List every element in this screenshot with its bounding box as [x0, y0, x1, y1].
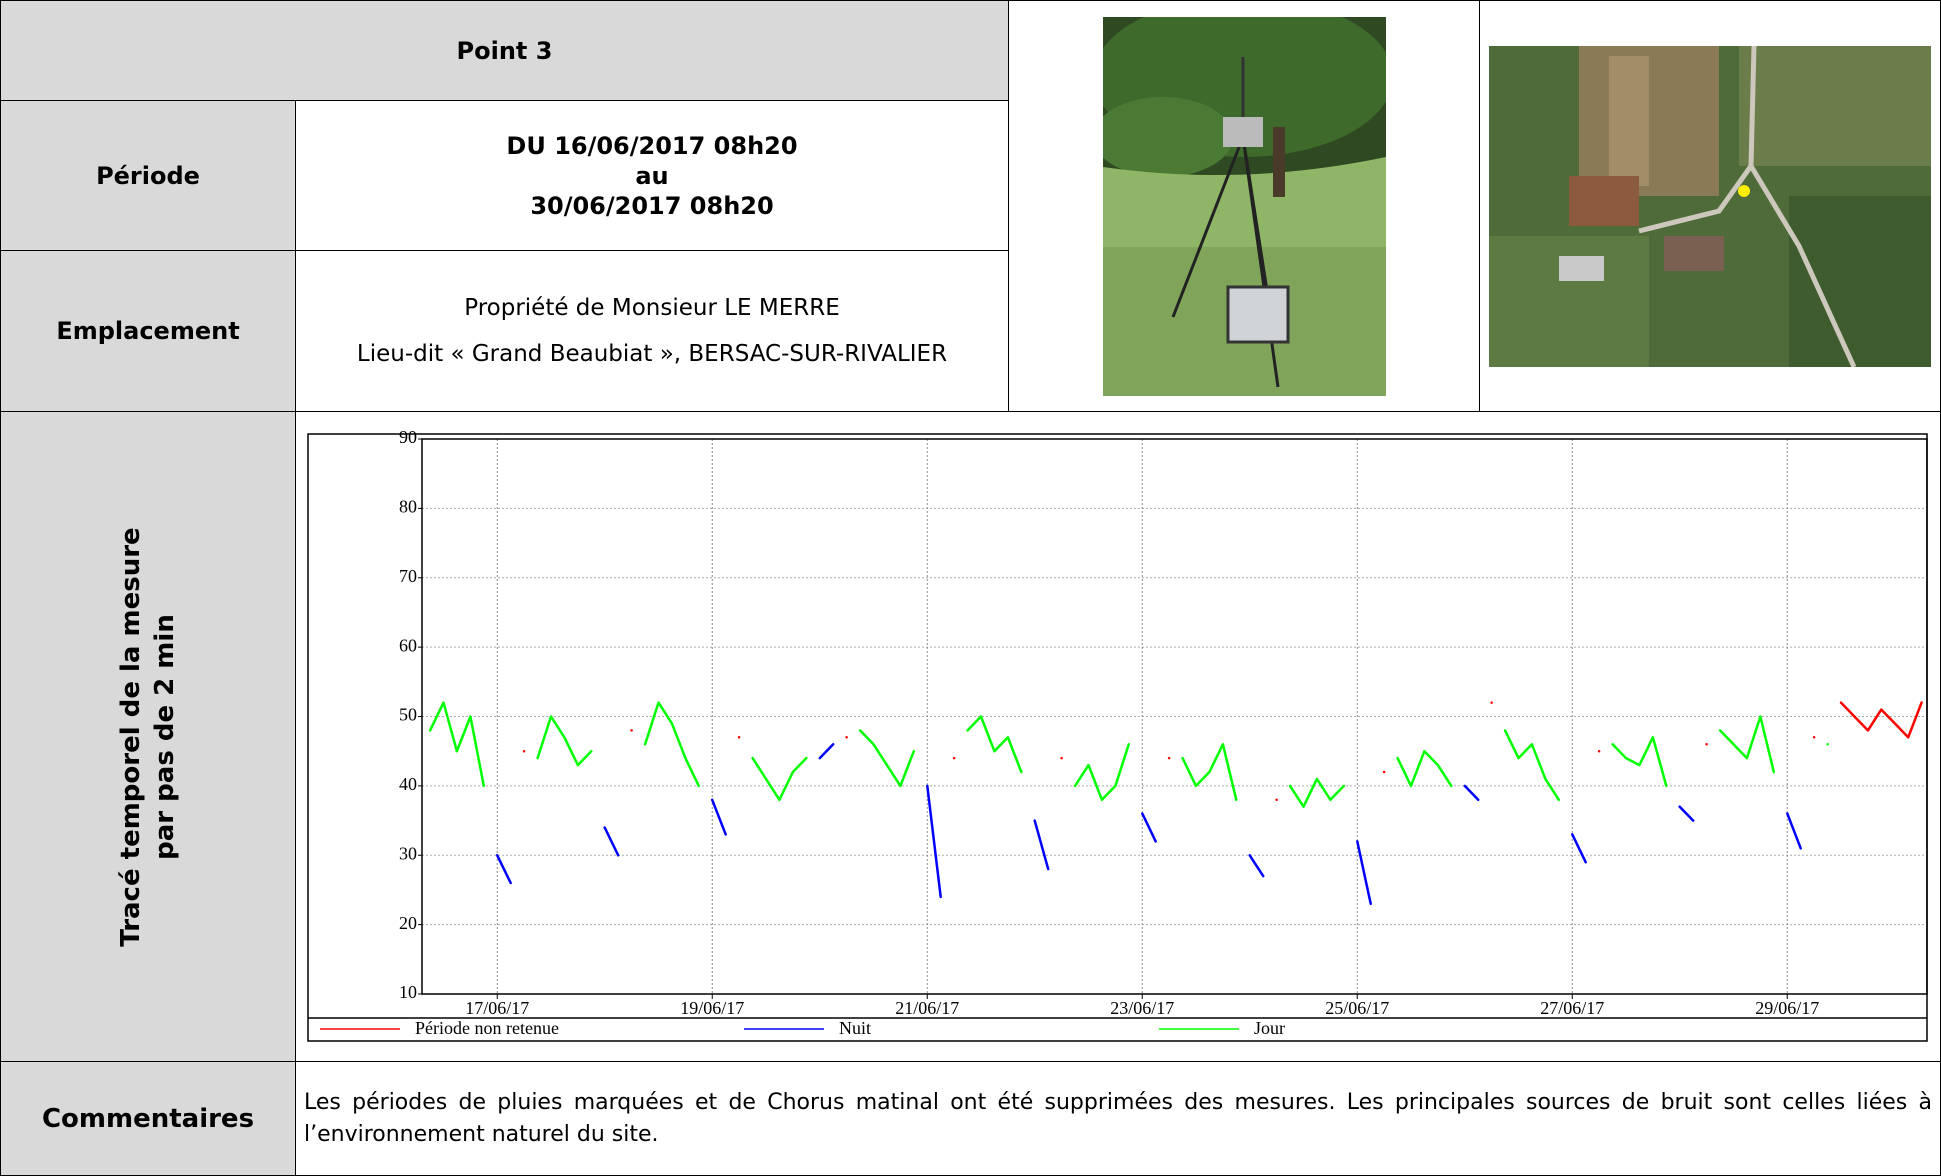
- commentaires-label-cell: Commentaires: [0, 1061, 296, 1176]
- emplacement-line: Lieu-dit « Grand Beaubiat », BERSAC-SUR-…: [356, 341, 948, 367]
- commentaires-label: Commentaires: [41, 1103, 255, 1134]
- x-tick-label: 17/06/17: [465, 998, 529, 1018]
- periode-line: DU 16/06/2017 08h20: [506, 131, 798, 160]
- periode-label: Période: [96, 161, 200, 190]
- chart: 10 20 30 40 50 60 70 80 90 17/06/17 19/06/17 21/06/…: [307, 427, 1928, 1042]
- legend-label: Période non retenue: [415, 1018, 559, 1038]
- x-tick-label: 27/06/17: [1540, 998, 1604, 1018]
- y-tick-label: 30: [399, 843, 417, 863]
- trace-label-cell: Tracé temporel de la mesure par pas de 2…: [0, 411, 296, 1062]
- x-tick-label: 19/06/17: [680, 998, 744, 1018]
- y-tick-label: 80: [399, 497, 417, 517]
- legend-label: Jour: [1254, 1018, 1285, 1038]
- series-line: [495, 743, 1802, 906]
- photo-cell: [1008, 0, 1480, 412]
- title: Point 3: [456, 36, 553, 65]
- y-tick-label: 40: [399, 774, 417, 794]
- aerial-photo: [1489, 45, 1931, 367]
- chart-frame: [307, 433, 1928, 1042]
- x-tick-label: 29/06/17: [1755, 998, 1819, 1018]
- commentaires-cell: Les périodes de pluies marquées et de Ch…: [295, 1061, 1941, 1176]
- y-tick-label: 70: [399, 566, 417, 586]
- y-tick-label: 90: [399, 427, 417, 447]
- y-tick-label: 10: [399, 982, 417, 1002]
- chart-cell: 10 20 30 40 50 60 70 80 90 17/06/17 19/06/17 21/06/…: [295, 411, 1941, 1062]
- emplacement-label-cell: Emplacement: [0, 250, 296, 412]
- x-tick-label: 25/06/17: [1325, 998, 1389, 1018]
- emplacement-line: Propriété de Monsieur LE MERRE: [464, 295, 840, 321]
- map-cell: [1479, 0, 1941, 412]
- periode-value-cell: DU 16/06/2017 08h20 au 30/06/2017 08h20: [295, 100, 1009, 251]
- legend-label: Nuit: [839, 1018, 871, 1038]
- trace-label-line: par pas de 2 min: [150, 613, 180, 860]
- commentaires-text: Les périodes de pluies marquées et de Ch…: [304, 1089, 1932, 1147]
- x-tick-label: 21/06/17: [895, 998, 959, 1018]
- periode-line: au: [635, 161, 669, 190]
- y-tick-label: 20: [399, 913, 417, 933]
- y-tick-label: 60: [399, 635, 417, 655]
- emplacement-value-cell: Propriété de Monsieur LE MERRE Lieu-dit …: [295, 250, 1009, 412]
- y-tick-label: 50: [399, 705, 417, 725]
- periode-line: 30/06/2017 08h20: [530, 191, 774, 220]
- plot-frame: [421, 438, 1928, 995]
- series-line: [522, 701, 1923, 802]
- x-tick-label: 23/06/17: [1110, 998, 1174, 1018]
- site-photo: [1102, 16, 1386, 396]
- title-cell: Point 3: [0, 0, 1009, 101]
- periode-label-cell: Période: [0, 100, 296, 251]
- emplacement-label: Emplacement: [56, 317, 240, 345]
- series-line: [428, 701, 1829, 808]
- trace-label: Tracé temporel de la mesure par pas de 2…: [114, 527, 182, 946]
- trace-label-line: Tracé temporel de la mesure: [116, 526, 146, 947]
